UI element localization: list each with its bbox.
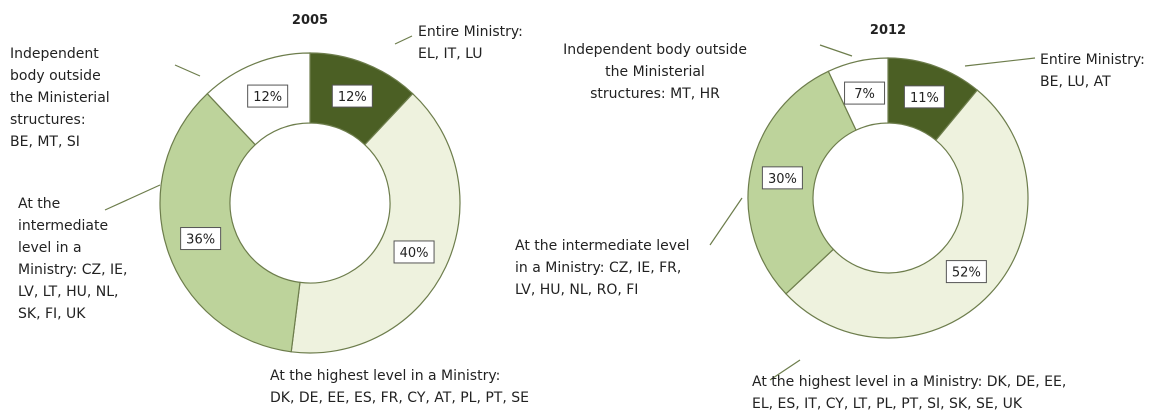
value-label-box <box>945 260 987 284</box>
value-label: 12% <box>253 90 282 105</box>
category-label: At the highest level in a Ministry: DK, D… <box>270 368 529 406</box>
leader-line <box>769 359 801 381</box>
chart-title: 2012 <box>870 23 906 38</box>
leader-line <box>394 35 413 45</box>
value-label-box <box>903 85 945 109</box>
category-label: Independent body outside the Ministerial st… <box>10 46 110 150</box>
category-label: Independent body outside the Ministerial s… <box>563 42 747 102</box>
donut-segment <box>290 92 461 354</box>
category-label: At the intermediate level in a Ministry: … <box>515 238 690 298</box>
leader-line <box>104 184 161 211</box>
category-label: Entire Ministry: BE, LU, AT <box>1040 52 1145 90</box>
value-label-box <box>247 84 289 108</box>
leader-line <box>819 44 853 57</box>
value-label-box <box>393 240 435 264</box>
leader-line <box>174 64 201 77</box>
value-label-box <box>761 166 803 190</box>
category-label: Entire Ministry: EL, IT, LU <box>418 24 523 62</box>
value-label: 40% <box>400 246 429 261</box>
value-label-box <box>844 81 886 105</box>
donut-segment <box>159 92 301 353</box>
value-label: 52% <box>952 266 981 281</box>
value-label: 36% <box>186 233 215 248</box>
category-label: At the intermediate level in a Ministry: CZ… <box>18 196 127 322</box>
value-label: 11% <box>910 91 939 106</box>
leader-line <box>709 197 743 246</box>
category-label: At the highest level in a Ministry: DK, … <box>752 374 1066 412</box>
chart-title: 2005 <box>292 13 328 28</box>
value-label: 7% <box>854 87 875 102</box>
value-label-box <box>331 84 373 108</box>
leader-line <box>964 57 1036 67</box>
value-label-box <box>180 227 222 251</box>
value-label: 30% <box>768 172 797 187</box>
value-label: 12% <box>338 90 367 105</box>
